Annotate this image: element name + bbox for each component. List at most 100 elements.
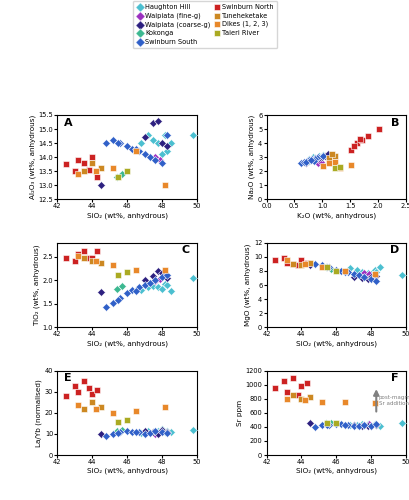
Point (319, 162, 326, 170)
Point (312, 154, 319, 162)
Point (151, 156, 158, 164)
Point (310, 156, 317, 164)
Point (103, 139, 109, 147)
Point (97, 164, 104, 172)
Point (324, 264, 330, 272)
Point (115, 270, 121, 278)
Point (341, 420, 347, 428)
Y-axis label: Al₂O₃ (wt%, anhydrous): Al₂O₃ (wt%, anhydrous) (29, 115, 36, 199)
Point (141, 276, 147, 284)
Point (164, 281, 170, 289)
Point (89, 254, 95, 262)
Point (150, 136, 156, 144)
Point (306, 394, 312, 402)
Point (330, 164, 337, 172)
Point (162, 181, 169, 189)
Point (301, 158, 308, 166)
Point (297, 395, 304, 403)
Point (158, 139, 165, 147)
Point (137, 139, 144, 147)
Point (372, 277, 379, 285)
Point (72, 382, 78, 390)
Point (371, 266, 377, 274)
Point (314, 153, 320, 161)
X-axis label: SiO₂ (wt%, anhydrous): SiO₂ (wt%, anhydrous) (86, 340, 167, 346)
Point (307, 156, 314, 164)
Point (94, 386, 101, 394)
Y-axis label: La/Yb (normalised): La/Yb (normalised) (35, 379, 42, 447)
Point (157, 276, 163, 283)
Point (322, 418, 328, 426)
Point (318, 422, 325, 430)
Point (289, 392, 295, 400)
Point (110, 409, 116, 417)
Point (363, 420, 370, 428)
Point (89, 256, 95, 264)
Point (151, 278, 158, 285)
Point (80, 248, 87, 256)
Point (132, 266, 139, 274)
Point (321, 152, 328, 160)
Point (367, 276, 373, 283)
Point (311, 423, 318, 431)
Point (150, 120, 156, 128)
Point (157, 156, 163, 164)
Point (332, 267, 339, 275)
Point (367, 422, 373, 430)
Point (89, 398, 95, 406)
Point (80, 158, 87, 166)
Point (150, 272, 156, 280)
Point (346, 421, 353, 429)
Point (85, 384, 92, 392)
Point (115, 139, 121, 147)
Point (336, 162, 343, 170)
Point (63, 392, 69, 400)
Point (158, 270, 165, 278)
Point (353, 420, 360, 428)
Point (110, 262, 116, 270)
Point (164, 274, 170, 282)
Point (365, 420, 372, 428)
Point (306, 258, 312, 266)
Point (375, 125, 382, 133)
Point (283, 395, 290, 403)
Point (367, 422, 373, 430)
Point (280, 378, 286, 386)
Point (75, 156, 81, 164)
Point (94, 248, 101, 256)
Text: E: E (64, 374, 72, 384)
Point (75, 170, 81, 178)
Point (141, 430, 147, 438)
Point (271, 256, 278, 264)
Point (110, 299, 116, 307)
Point (124, 167, 130, 175)
Point (124, 428, 130, 436)
Point (311, 155, 317, 163)
Point (306, 156, 313, 164)
Point (117, 139, 123, 147)
Point (318, 153, 325, 161)
Point (110, 164, 116, 172)
Point (371, 399, 377, 407)
Point (328, 150, 334, 158)
Point (360, 420, 366, 428)
Text: B: B (390, 118, 398, 128)
Point (325, 420, 332, 428)
Point (355, 135, 362, 143)
Point (289, 260, 295, 268)
Point (136, 428, 142, 436)
Y-axis label: TiO₂ (wt%, anhydrous): TiO₂ (wt%, anhydrous) (33, 244, 40, 325)
Point (341, 267, 347, 275)
Point (319, 151, 326, 159)
Point (306, 420, 312, 428)
Point (358, 268, 365, 276)
Point (151, 430, 158, 438)
Point (312, 154, 319, 162)
Point (132, 144, 139, 152)
Point (325, 154, 331, 162)
Point (324, 263, 330, 271)
Point (332, 420, 339, 428)
Point (158, 284, 165, 292)
Point (344, 421, 351, 429)
Point (372, 421, 379, 429)
